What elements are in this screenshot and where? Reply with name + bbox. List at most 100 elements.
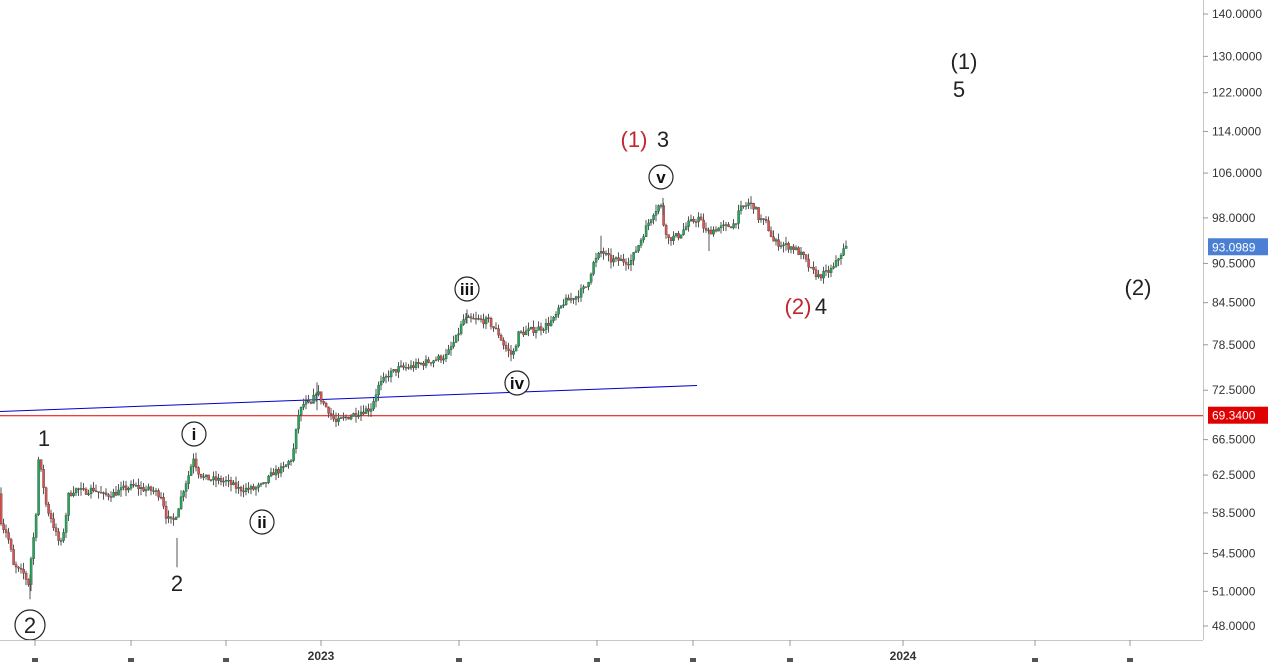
wave-label: 1 (38, 426, 50, 451)
candle-body (514, 345, 518, 352)
candle-body (797, 247, 800, 255)
candle-body (642, 236, 645, 241)
candle-body (332, 414, 335, 420)
candle-body (42, 469, 45, 488)
candle-body (19, 568, 23, 570)
candle-body (704, 228, 708, 231)
x-tick-label-fragment (1127, 658, 1133, 662)
candle-body (247, 487, 250, 490)
candle-body (419, 363, 423, 365)
candle-body (379, 381, 383, 386)
candle-body (337, 417, 340, 422)
candle-body (194, 458, 198, 468)
candle-body (387, 375, 390, 378)
candle-body (14, 564, 18, 568)
last-price-badge-bg (1208, 238, 1268, 256)
candle-body (674, 233, 678, 237)
y-tick-label: 84.5000 (1212, 296, 1256, 310)
candle-body (787, 243, 790, 250)
candle-body (564, 297, 568, 305)
candle-body (659, 205, 663, 207)
candle-body (64, 515, 68, 533)
candle-body (282, 466, 285, 468)
candle-body (584, 286, 588, 288)
candle-body (574, 296, 578, 300)
candle-body (497, 328, 500, 336)
candle-body (222, 480, 225, 483)
candle-body (447, 349, 450, 355)
candle-body (612, 258, 615, 263)
wave-label: 5 (953, 77, 965, 102)
candle-body (4, 529, 8, 533)
candle-body (492, 326, 495, 329)
candle-body (172, 518, 175, 520)
candle-body (477, 318, 480, 320)
candle-body (467, 316, 470, 318)
candle-body (229, 479, 233, 485)
candle-body (669, 237, 673, 241)
candle-body (494, 327, 498, 330)
wave-circle (504, 370, 530, 396)
candle-body (167, 516, 170, 519)
time-axis[interactable]: 2023 2024 (0, 640, 1203, 662)
candle-body (657, 205, 660, 212)
candle-body (559, 305, 563, 309)
candle-body (79, 488, 83, 490)
candle-body (487, 317, 490, 319)
candle-body (742, 205, 745, 207)
candle-body (507, 348, 510, 351)
candle-body (174, 517, 178, 520)
candle-body (752, 203, 755, 210)
candle-body (274, 469, 278, 476)
candle-body (437, 355, 440, 360)
candle-body (329, 413, 333, 416)
candle-body (697, 216, 700, 222)
candle-body (184, 483, 188, 492)
candle-body (2, 523, 5, 530)
candle-body (622, 258, 625, 263)
candle-body (277, 469, 280, 474)
y-tick-label: 114.0000 (1212, 124, 1261, 138)
candle-body (424, 359, 428, 366)
candle-body (374, 394, 378, 402)
candle-body (542, 329, 545, 331)
candle-body (367, 408, 370, 412)
candle-body (459, 324, 463, 334)
candle-body (369, 408, 373, 412)
price-axis[interactable]: 48.0000 51.0000 54.5000 58.5000 62.5000 66.50… (1203, 0, 1262, 640)
candle-body (372, 401, 375, 410)
candle-body (0, 493, 3, 524)
candle-body (32, 537, 35, 559)
candle-body (24, 572, 28, 580)
x-tick-label-fragment (1032, 658, 1038, 662)
candle-body (582, 286, 585, 289)
candle-body (287, 461, 290, 465)
wave-label-red: (1) (621, 127, 648, 152)
candle-body (144, 489, 148, 492)
candle-body (362, 411, 365, 414)
y-tick-label: 48.0000 (1212, 619, 1256, 633)
candle-body (639, 239, 643, 246)
candle-body (557, 307, 560, 315)
candle-body (499, 335, 503, 341)
candle-body (154, 490, 158, 492)
candle-body (134, 485, 138, 487)
candle-body (92, 487, 95, 491)
candle-body (602, 251, 605, 254)
candle-body (824, 270, 828, 272)
trend-line[interactable] (0, 385, 698, 412)
candle-body (804, 254, 808, 260)
candle-body (227, 479, 230, 482)
candle-body (109, 496, 113, 498)
y-tick-label: 62.5000 (1212, 468, 1256, 482)
candle-body (199, 474, 203, 478)
candle-body (142, 487, 145, 492)
candle-body (159, 496, 163, 499)
candle-body (149, 486, 153, 491)
candle-body (792, 246, 795, 250)
candle-body (289, 460, 293, 462)
candle-body (522, 331, 525, 336)
